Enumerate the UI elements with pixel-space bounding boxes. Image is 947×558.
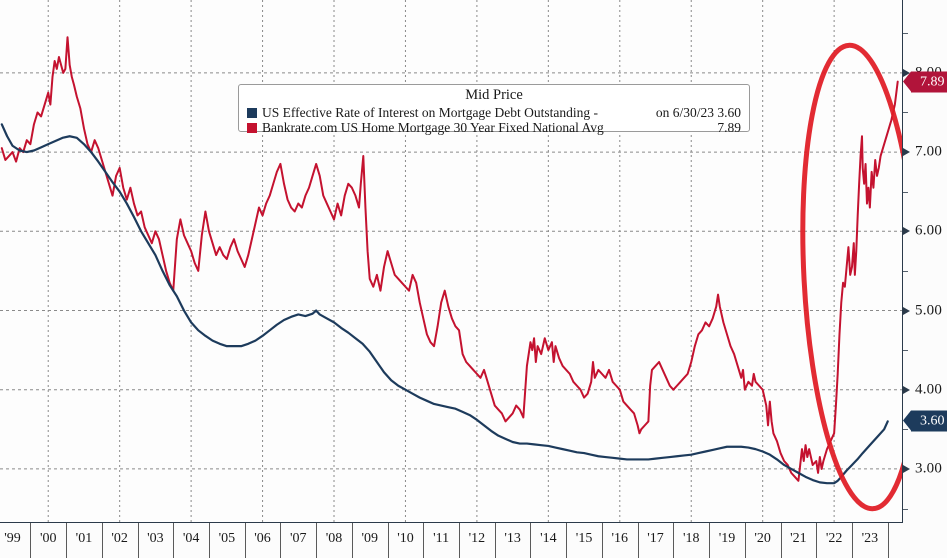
y-tick-arrow (903, 227, 910, 236)
y-tick-label: 3.00 (915, 460, 943, 477)
annotation-ellipse (800, 42, 902, 512)
x-tick-label: '07 (290, 531, 307, 546)
legend-swatch-red (247, 122, 257, 133)
x-axis-separator (530, 523, 532, 558)
legend-label-red: Bankrate.com US Home Mortgage 30 Year Fi… (262, 120, 604, 135)
x-tick-label: '02 (111, 531, 128, 546)
y-minor-tick (903, 270, 908, 272)
x-axis-line (0, 522, 903, 523)
horizontal-gridlines (0, 72, 902, 470)
x-axis-separator (208, 523, 210, 558)
x-tick-label: '03 (147, 531, 164, 546)
y-minor-tick (903, 350, 908, 352)
x-tick-label: '06 (254, 531, 271, 546)
y-minor-tick (903, 33, 908, 35)
y-minor-tick (903, 508, 908, 510)
x-axis-separator (566, 523, 568, 558)
x-axis-separator (316, 523, 318, 558)
x-tick-label: '18 (682, 531, 700, 546)
legend-swatch-blue (247, 107, 257, 118)
x-tick-label: '17 (647, 531, 664, 546)
x-axis-separator (744, 523, 746, 558)
legend-value-red: 7.89 (717, 120, 741, 135)
x-tick-label: '08 (325, 531, 343, 546)
x-axis-separator (494, 523, 496, 558)
y-minor-tick (903, 112, 908, 114)
legend-label-blue: US Effective Rate of Interest on Mortgag… (262, 105, 599, 120)
x-axis-labels: '99 '00 '01 '02 '03 '04 '05 '06 '07 '08 '09 '10 '11 '… (0, 523, 903, 558)
x-tick-label: '10 (397, 531, 414, 546)
chart-svg (0, 0, 902, 522)
x-axis-separator (101, 523, 103, 558)
x-axis-separator (601, 523, 603, 558)
x-tick-label: '16 (611, 531, 629, 546)
x-axis-separator (351, 523, 353, 558)
vertical-gridlines (47, 0, 835, 522)
x-axis-separator (637, 523, 639, 558)
x-axis-separator (30, 523, 32, 558)
y-tick-arrow (903, 385, 910, 394)
x-tick-label: '22 (825, 531, 843, 546)
y-tick-label: 5.00 (915, 302, 943, 318)
x-tick-label: '19 (718, 531, 736, 546)
x-axis-separator (387, 523, 389, 558)
series-lines (0, 36, 899, 485)
x-axis-separator (244, 523, 246, 558)
legend-row-blue: US Effective Rate of Interest on Mortgag… (247, 105, 741, 120)
x-tick-label: '01 (75, 531, 93, 546)
y-tick-label: 6.00 (915, 222, 943, 239)
x-tick-label: '00 (39, 531, 57, 546)
x-tick-label: '99 (4, 531, 21, 546)
x-axis-separator (887, 523, 889, 558)
x-tick-label: '05 (218, 531, 236, 546)
chart-legend: Mid Price US Effective Rate of Interest … (238, 84, 750, 135)
status-badge-blue-value: 3.60 (903, 410, 947, 432)
legend-row-red: Bankrate.com US Home Mortgage 30 Year Fi… (247, 120, 741, 135)
x-tick-label: '13 (504, 531, 521, 546)
x-axis-separator (673, 523, 675, 558)
x-tick-label: '23 (861, 531, 879, 546)
y-tick-arrow (903, 306, 910, 315)
legend-value-blue: on 6/30/23 3.60 (655, 105, 741, 120)
x-tick-label: '12 (468, 531, 486, 546)
x-tick-label: '14 (540, 531, 557, 546)
x-axis-separator (280, 523, 282, 558)
y-tick-arrow (903, 148, 910, 157)
y-tick-label: 7.00 (915, 143, 943, 160)
x-axis-separator (780, 523, 782, 558)
x-axis-separator (459, 523, 461, 558)
x-tick-label: '20 (754, 531, 771, 546)
x-axis-separator (816, 523, 818, 558)
x-axis-separator (851, 523, 853, 558)
status-badge-red-value: 7.89 (903, 71, 947, 93)
x-tick-label: '21 (790, 531, 807, 546)
x-tick-label: '09 (361, 531, 378, 546)
y-axis-line (902, 0, 903, 522)
legend-title: Mid Price (465, 87, 523, 103)
x-axis-separator (173, 523, 175, 558)
y-tick-label: 4.00 (915, 381, 943, 398)
plot-area (0, 0, 902, 522)
x-axis-separator (423, 523, 425, 558)
x-tick-label: '11 (433, 531, 450, 546)
x-axis-separator (709, 523, 711, 558)
x-axis-separator (66, 523, 68, 558)
x-tick-label: '04 (182, 531, 200, 546)
x-tick-label: '15 (575, 531, 593, 546)
x-axis-separator (137, 523, 139, 558)
y-minor-tick (903, 191, 908, 193)
y-tick-arrow (903, 464, 910, 473)
